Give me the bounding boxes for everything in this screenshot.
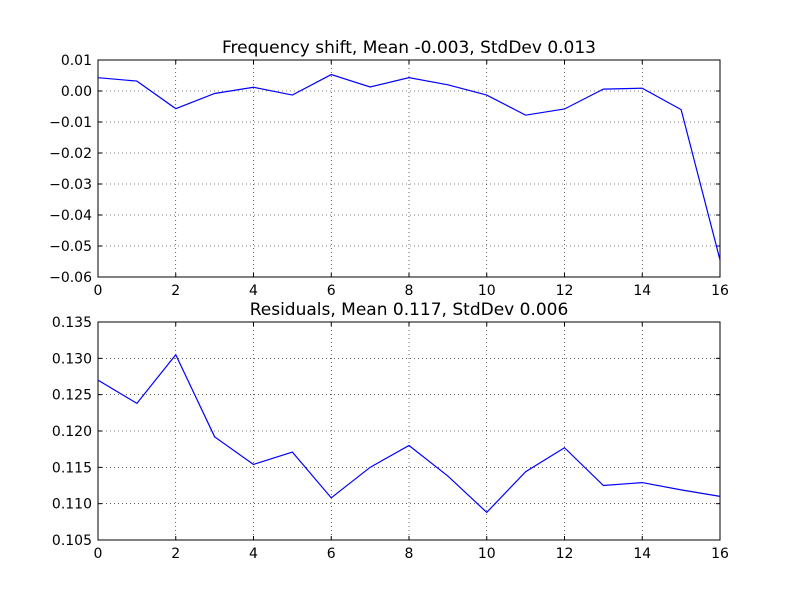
freq-shift-y-tick-label: 0.00 bbox=[61, 84, 92, 100]
freq-shift-chart-title: Frequency shift, Mean -0.003, StdDev 0.0… bbox=[222, 38, 596, 58]
residuals-y-tick-label: 0.105 bbox=[52, 533, 92, 549]
freq-shift-x-tick-label: 10 bbox=[478, 283, 496, 299]
residuals-x-tick-label: 14 bbox=[633, 546, 651, 562]
residuals-series-line bbox=[97, 353, 721, 514]
freq-shift-x-tick-label: 8 bbox=[405, 283, 414, 299]
residuals-y-tick-label: 0.125 bbox=[52, 388, 92, 404]
freq-shift-series-line bbox=[97, 73, 721, 261]
residuals-y-tick-label: 0.110 bbox=[52, 497, 92, 513]
freq-shift-y-tick-label: −0.05 bbox=[49, 239, 92, 255]
residuals-x-tick-label: 6 bbox=[327, 546, 336, 562]
freq-shift-y-tick-label: −0.06 bbox=[49, 270, 92, 286]
freq-shift-y-tick-label: 0.01 bbox=[61, 53, 92, 69]
residuals-plot: 0 2 4 6 8 10 12 14 16 0.135 0.130 0.125 0.120 0.115 0.… bbox=[52, 300, 729, 562]
residuals-x-tick-label: 8 bbox=[405, 546, 414, 562]
residuals-x-tick-label: 2 bbox=[171, 546, 180, 562]
residuals-x-tick-label: 12 bbox=[556, 546, 574, 562]
frequency-shift-plot: 0 2 4 6 8 10 12 14 16 0.01 0.00 −0.01 −0.02 −0.03 −0.0… bbox=[49, 38, 729, 299]
residuals-y-tick-label: 0.115 bbox=[52, 460, 92, 476]
freq-shift-y-tick-label: −0.01 bbox=[49, 115, 92, 131]
freq-shift-x-tick-label: 0 bbox=[94, 283, 103, 299]
residuals-y-tick-label: 0.135 bbox=[52, 315, 92, 331]
freq-shift-x-tick-label: 14 bbox=[633, 283, 651, 299]
freq-shift-y-tick-label: −0.02 bbox=[49, 146, 92, 162]
residuals-x-tick-label: 0 bbox=[94, 546, 103, 562]
residuals-x-tick-label: 4 bbox=[249, 546, 258, 562]
freq-shift-x-tick-label: 4 bbox=[249, 283, 258, 299]
freq-shift-x-tick-label: 6 bbox=[327, 283, 336, 299]
residuals-y-tick-label: 0.120 bbox=[52, 424, 92, 440]
residuals-x-tick-label: 16 bbox=[711, 546, 729, 562]
freq-shift-x-tick-label: 2 bbox=[171, 283, 180, 299]
freq-shift-x-tick-label: 16 bbox=[711, 283, 729, 299]
residuals-x-tick-label: 10 bbox=[478, 546, 496, 562]
freq-shift-x-tick-label: 12 bbox=[556, 283, 574, 299]
freq-shift-y-tick-label: −0.04 bbox=[49, 208, 92, 224]
residuals-y-tick-label: 0.130 bbox=[52, 351, 92, 367]
residuals-chart-title: Residuals, Mean 0.117, StdDev 0.006 bbox=[250, 300, 569, 320]
freq-shift-y-tick-label: −0.03 bbox=[49, 177, 92, 193]
